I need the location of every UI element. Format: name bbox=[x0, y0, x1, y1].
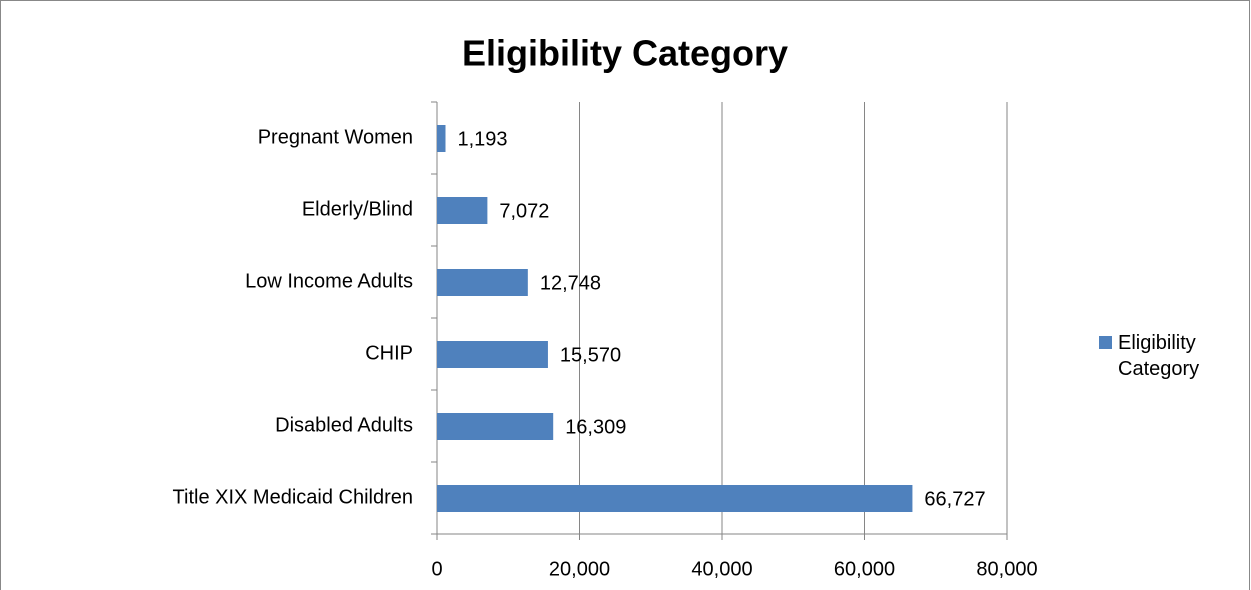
value-label: 7,072 bbox=[499, 200, 549, 222]
bar bbox=[437, 269, 528, 296]
bar bbox=[437, 197, 488, 224]
value-label: 12,748 bbox=[540, 272, 601, 294]
value-label: 66,727 bbox=[924, 488, 985, 510]
y-tick-label: Title XIX Medicaid Children bbox=[173, 486, 413, 508]
bar bbox=[437, 125, 446, 152]
value-label: 1,193 bbox=[458, 128, 508, 150]
bar bbox=[437, 485, 913, 512]
y-tick-label: Low Income Adults bbox=[245, 270, 413, 292]
bar bbox=[437, 413, 554, 440]
legend-swatch bbox=[1099, 336, 1112, 349]
x-tick-label: 0 bbox=[431, 558, 442, 580]
bar bbox=[437, 341, 548, 368]
x-tick-label: 80,000 bbox=[976, 558, 1037, 580]
x-tick-label: 20,000 bbox=[549, 558, 610, 580]
x-tick-label: 60,000 bbox=[834, 558, 895, 580]
chart-title: Eligibility Category bbox=[462, 33, 788, 74]
value-label: 16,309 bbox=[565, 416, 626, 438]
x-tick-label: 40,000 bbox=[691, 558, 752, 580]
y-tick-label: Disabled Adults bbox=[275, 414, 413, 436]
y-tick-label: Pregnant Women bbox=[258, 126, 413, 148]
value-label: 15,570 bbox=[560, 344, 621, 366]
legend-label: Eligibility Category bbox=[1118, 332, 1200, 380]
y-tick-label: CHIP bbox=[365, 342, 413, 364]
y-tick-label: Elderly/Blind bbox=[302, 198, 413, 220]
